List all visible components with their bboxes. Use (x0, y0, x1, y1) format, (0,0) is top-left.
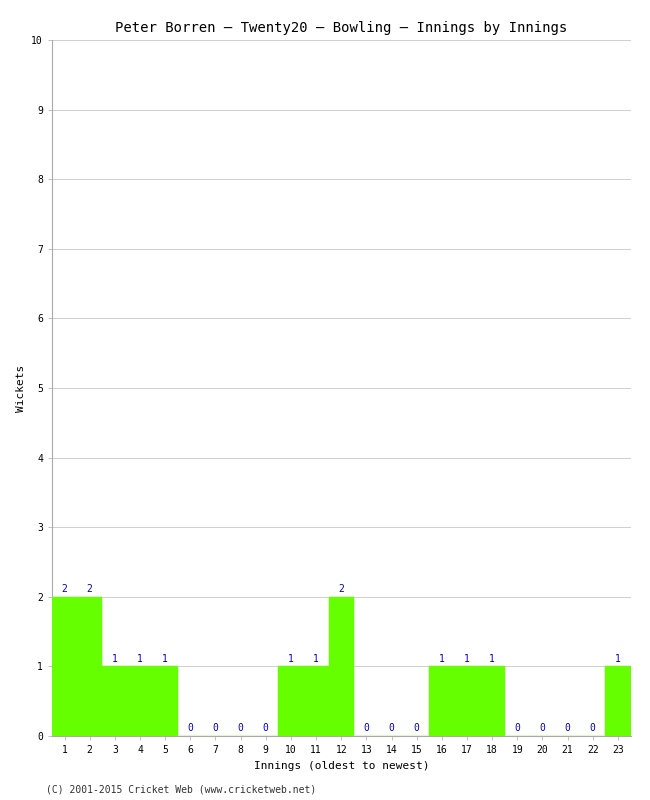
Bar (52, 597, 77, 736)
Text: 0: 0 (187, 723, 193, 734)
Bar (77, 597, 102, 736)
Bar (102, 666, 127, 736)
Text: 2: 2 (87, 584, 93, 594)
Text: 0: 0 (213, 723, 218, 734)
Y-axis label: Wickets: Wickets (16, 364, 25, 412)
Title: Peter Borren – Twenty20 – Bowling – Innings by Innings: Peter Borren – Twenty20 – Bowling – Inni… (115, 21, 567, 34)
Text: 2: 2 (338, 584, 344, 594)
Text: 1: 1 (137, 654, 143, 664)
Text: 0: 0 (363, 723, 369, 734)
Text: 1: 1 (464, 654, 470, 664)
Bar (605, 666, 630, 736)
Text: (C) 2001-2015 Cricket Web (www.cricketweb.net): (C) 2001-2015 Cricket Web (www.cricketwe… (46, 784, 316, 794)
Text: 1: 1 (112, 654, 118, 664)
Text: 0: 0 (514, 723, 520, 734)
X-axis label: Innings (oldest to newest): Innings (oldest to newest) (254, 761, 429, 770)
Text: 0: 0 (590, 723, 595, 734)
Text: 0: 0 (263, 723, 268, 734)
Bar (329, 597, 354, 736)
Bar (304, 666, 329, 736)
Text: 0: 0 (565, 723, 571, 734)
Text: 0: 0 (414, 723, 420, 734)
Bar (278, 666, 304, 736)
Bar (429, 666, 454, 736)
Text: 0: 0 (389, 723, 395, 734)
Text: 1: 1 (288, 654, 294, 664)
Text: 1: 1 (313, 654, 319, 664)
Text: 1: 1 (162, 654, 168, 664)
Text: 0: 0 (238, 723, 244, 734)
Bar (153, 666, 177, 736)
Bar (127, 666, 153, 736)
Text: 1: 1 (489, 654, 495, 664)
Text: 0: 0 (540, 723, 545, 734)
Text: 2: 2 (62, 584, 68, 594)
Text: 1: 1 (439, 654, 445, 664)
Text: 1: 1 (615, 654, 621, 664)
Bar (454, 666, 480, 736)
Bar (480, 666, 505, 736)
